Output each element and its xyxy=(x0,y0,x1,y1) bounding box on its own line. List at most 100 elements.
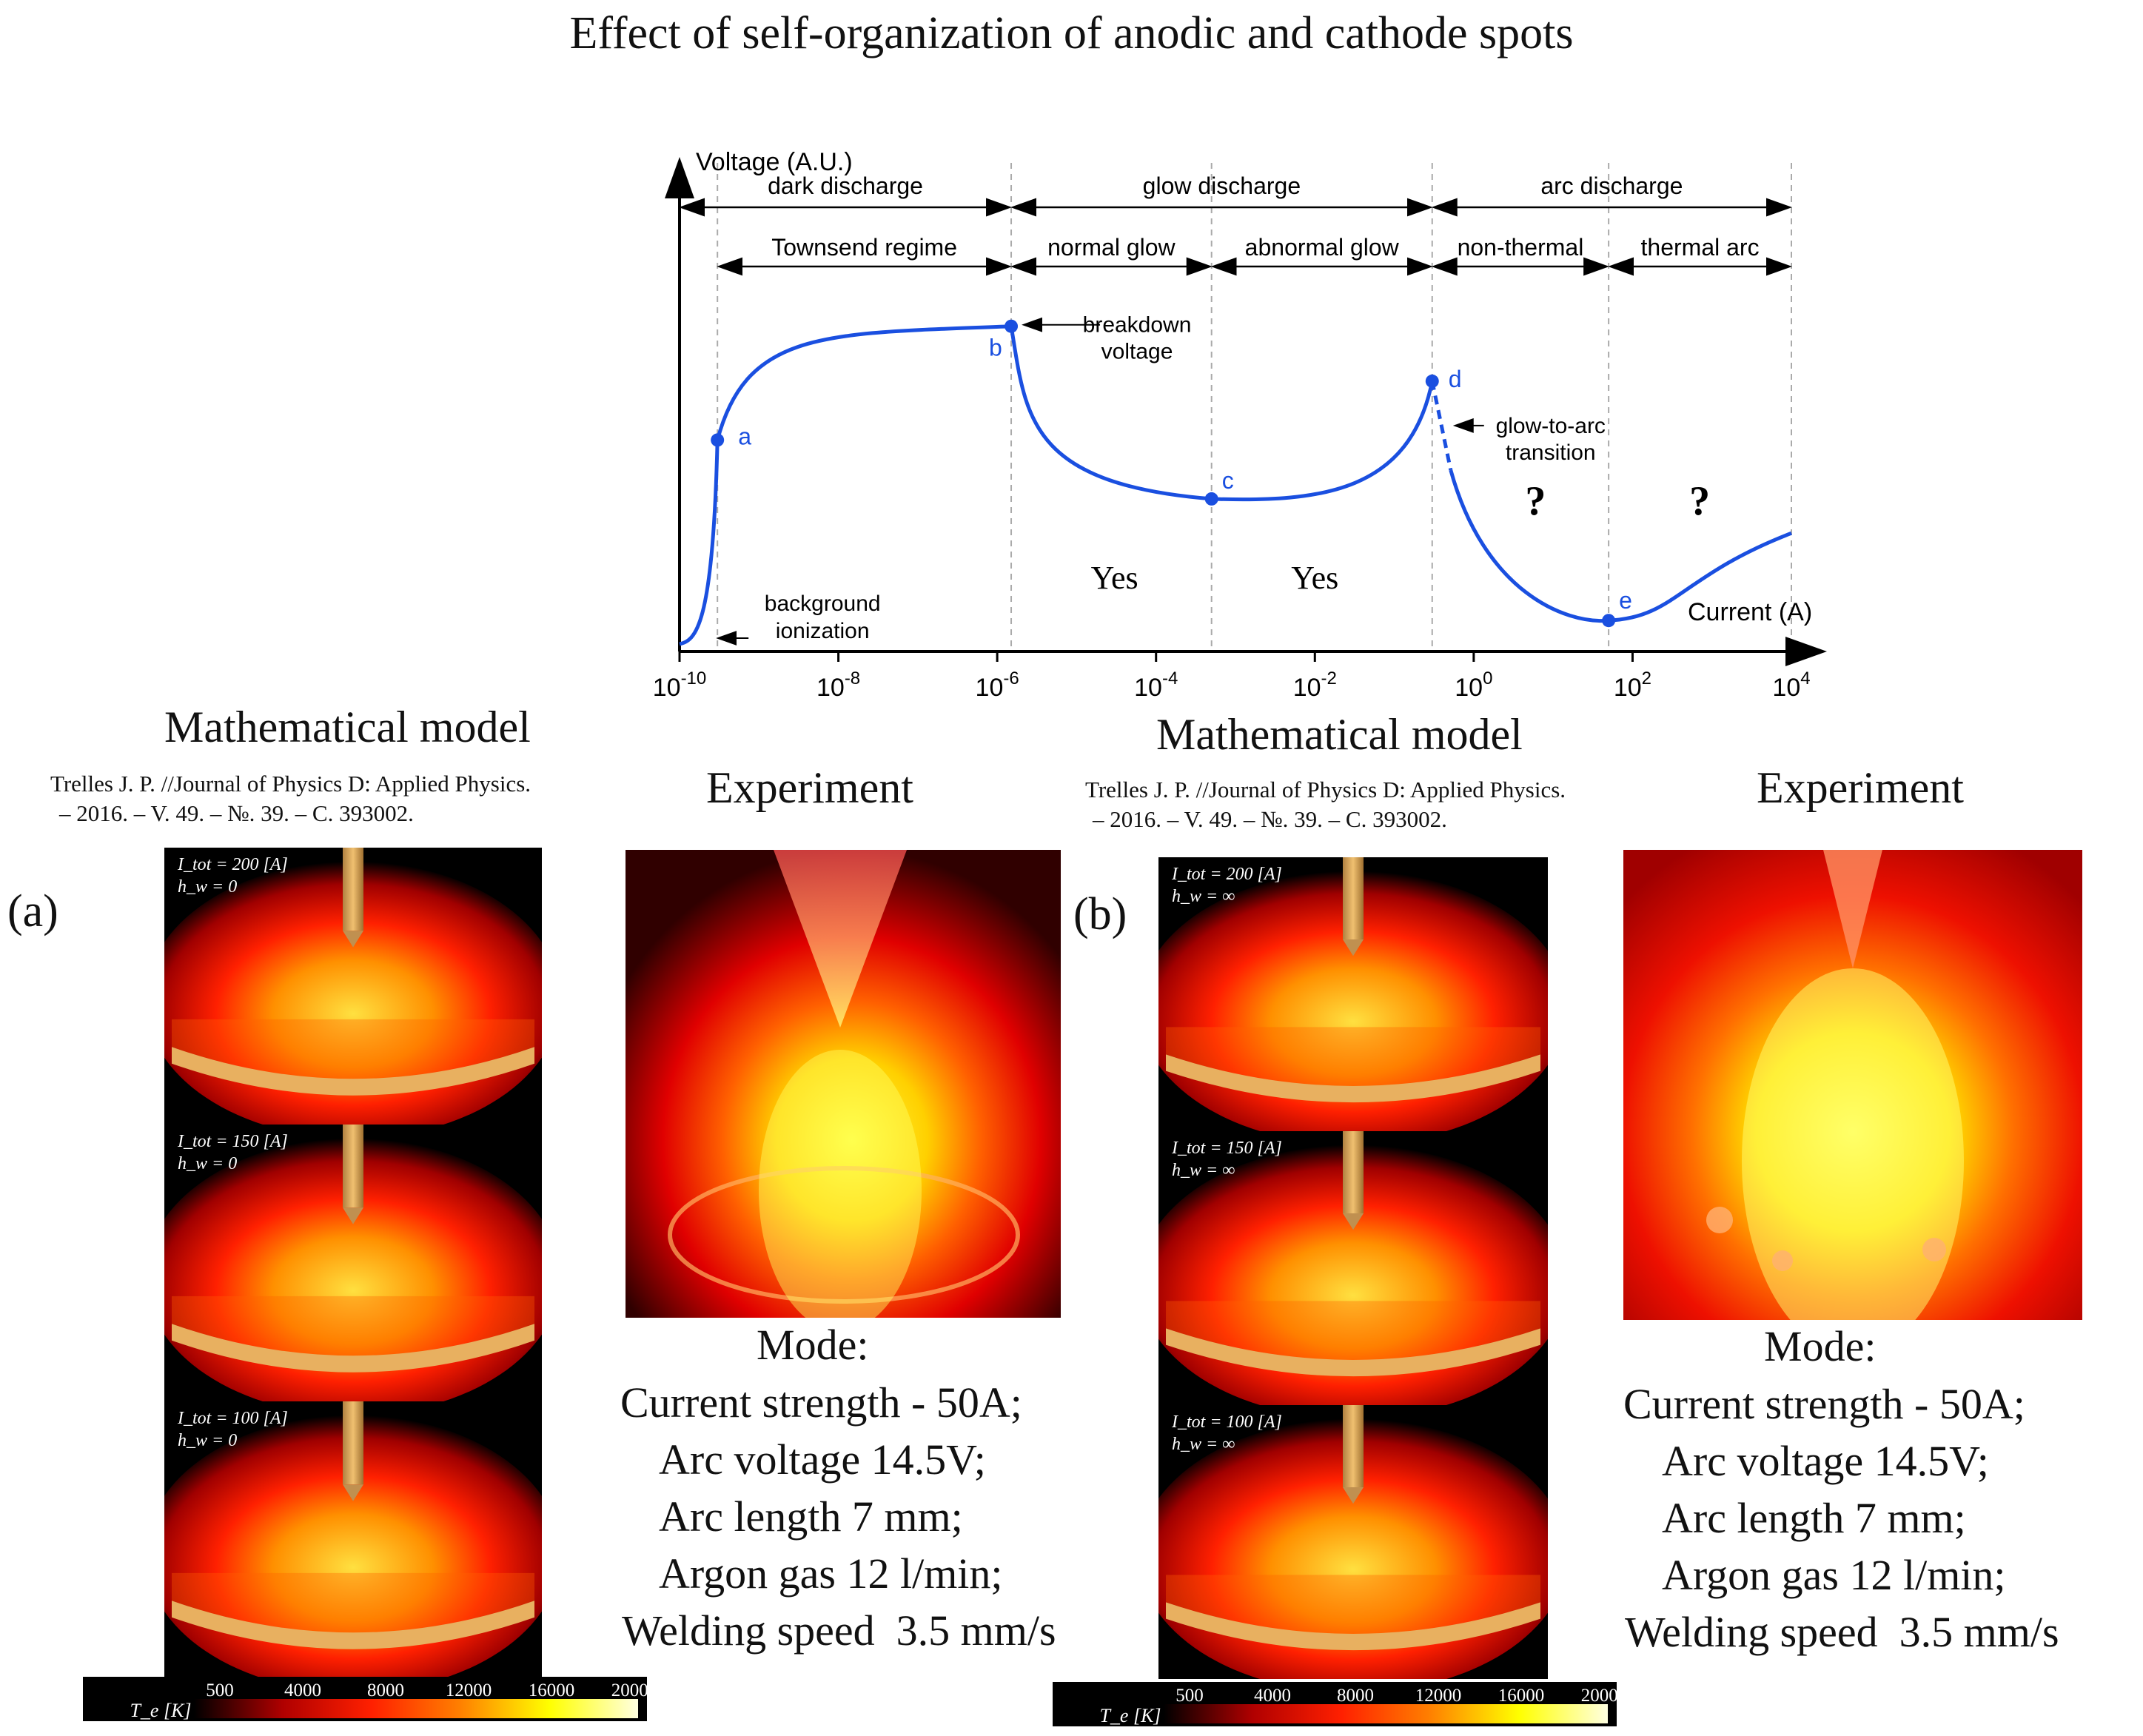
electrode xyxy=(343,848,363,931)
colorbar-tick-label: 20000 xyxy=(1581,1686,1617,1706)
region-label: arc discharge xyxy=(1540,172,1683,199)
subregion-label: non-thermal xyxy=(1458,234,1584,261)
colorbar-gradient xyxy=(194,1699,638,1718)
colorbar-tick-label: 16000 xyxy=(529,1680,575,1700)
point-label-c: c xyxy=(1222,467,1234,494)
left-mode-line4: Argon gas 12 l/min; xyxy=(659,1549,1003,1598)
point-label-b: b xyxy=(989,335,1002,361)
workpiece-top xyxy=(1166,1575,1540,1634)
colorbar-tick-label: 16000 xyxy=(1498,1686,1545,1706)
simulation-frame: I_tot = 150 [A] h_w = ∞ xyxy=(1158,1131,1548,1419)
colorbar-label: T_e [K] xyxy=(1099,1705,1161,1726)
sim-hw-label: h_w = ∞ xyxy=(1172,887,1235,906)
x-tick-label: 10-8 xyxy=(816,668,860,702)
x-axis-label: Current (A) xyxy=(1688,598,1812,626)
sim-current-label: I_tot = 100 [A] xyxy=(177,1409,288,1428)
plasma-glow xyxy=(164,1138,542,1415)
point-label-d: d xyxy=(1449,366,1462,392)
right-mode-heading: Mode: xyxy=(1764,1322,1877,1370)
colorbar-gradient xyxy=(1164,1704,1608,1723)
point-e xyxy=(1602,614,1616,628)
left-simulation-stack: I_tot = 200 [A] h_w = 0 I_tot = 150 [A] h_w… xyxy=(164,848,542,1678)
workpiece-disk xyxy=(1166,1328,1540,1377)
x-tick-label: 100 xyxy=(1455,668,1492,702)
right-mode-line3: Arc length 7 mm; xyxy=(1662,1494,1966,1542)
left-colorbar: T_e [K] 500 4000 8000 12000 16000 20000 xyxy=(83,1677,657,1721)
region-label: dark discharge xyxy=(768,172,923,199)
electrode-tip xyxy=(1343,1487,1364,1504)
point-label-a: a xyxy=(738,423,751,449)
electrode xyxy=(1343,1405,1364,1487)
left-model-title: Mathematical model xyxy=(164,703,531,751)
electrode xyxy=(1343,857,1364,939)
left-mode-heading: Mode: xyxy=(757,1321,869,1369)
question-mark: ? xyxy=(1689,478,1710,524)
workpiece-disk xyxy=(1166,1602,1540,1651)
left-mode-line5: Welding speed 3.5 mm/s xyxy=(622,1606,1056,1655)
colorbar-tick-label: 4000 xyxy=(1254,1686,1291,1706)
right-model-title: Mathematical model xyxy=(1156,710,1523,759)
sim-hw-label: h_w = 0 xyxy=(178,877,237,897)
electrode xyxy=(1343,1131,1364,1213)
simulation-frame: I_tot = 200 [A] h_w = ∞ xyxy=(1158,857,1548,1145)
page-title: Effect of self-organization of anodic an… xyxy=(569,8,1574,58)
workpiece-disk xyxy=(172,1047,534,1096)
plasma-glow xyxy=(1158,1145,1548,1419)
electrode xyxy=(343,1125,363,1208)
left-experiment-title: Experiment xyxy=(706,763,913,812)
simulation-frame: I_tot = 100 [A] h_w = ∞ xyxy=(1158,1405,1548,1679)
simulation-frame: I_tot = 200 [A] h_w = 0 xyxy=(164,848,542,1139)
left-reference-line2: – 2016. – V. 49. – №. 39. – C. 393002. xyxy=(59,800,414,826)
panel-label-a: (a) xyxy=(7,886,58,936)
plasma-glow xyxy=(1158,1418,1548,1679)
workpiece-top xyxy=(172,1296,534,1356)
left-mode-line2: Arc voltage 14.5V; xyxy=(659,1435,986,1484)
x-tick-label: 104 xyxy=(1772,668,1810,702)
colorbar-tick-label: 8000 xyxy=(367,1680,404,1700)
glow-to-arc-dashed-segment xyxy=(1430,381,1453,471)
right-reference-line1: Trelles J. P. //Journal of Physics D: Ap… xyxy=(1085,777,1566,802)
right-mode-line1: Current strength - 50A; xyxy=(1623,1380,2025,1428)
electrode-tip xyxy=(343,1207,363,1224)
workpiece-top xyxy=(172,1019,534,1079)
sim-current-label: I_tot = 150 [A] xyxy=(1171,1139,1282,1158)
left-mode-line3: Arc length 7 mm; xyxy=(659,1492,963,1541)
breakdown-label-line2: voltage xyxy=(1101,340,1173,364)
subregion-label: thermal arc xyxy=(1641,234,1760,261)
x-tick-label: 10-6 xyxy=(976,668,1019,702)
x-tick-label: 102 xyxy=(1614,668,1651,702)
colorbar-tick-label: 8000 xyxy=(1337,1686,1374,1706)
right-experiment-photo xyxy=(1623,850,2082,1320)
left-experiment-photo xyxy=(626,850,1061,1318)
sim-hw-label: h_w = ∞ xyxy=(1172,1161,1235,1180)
electrode-tip xyxy=(343,1484,363,1501)
left-reference-line1: Trelles J. P. //Journal of Physics D: Ap… xyxy=(50,771,531,797)
right-experiment-title: Experiment xyxy=(1757,763,1964,812)
colorbar-tick-label: 12000 xyxy=(1415,1686,1462,1706)
point-d xyxy=(1425,374,1439,388)
right-mode-line4: Argon gas 12 l/min; xyxy=(1662,1551,2006,1599)
yes-mark: Yes xyxy=(1091,560,1138,596)
point-c xyxy=(1204,492,1218,506)
sim-hw-label: h_w = 0 xyxy=(178,1431,237,1450)
simulation-frame: I_tot = 100 [A] h_w = 0 xyxy=(164,1401,542,1678)
sim-current-label: I_tot = 150 [A] xyxy=(177,1132,288,1151)
right-mode-line2: Arc voltage 14.5V; xyxy=(1662,1437,1989,1485)
x-tick-label: 10-2 xyxy=(1293,668,1337,702)
right-reference-line2: – 2016. – V. 49. – №. 39. – C. 393002. xyxy=(1093,806,1447,832)
colorbar-tick-label: 20000 xyxy=(611,1680,647,1700)
subregion-label: abnormal glow xyxy=(1245,234,1400,261)
sim-current-label: I_tot = 200 [A] xyxy=(177,855,288,874)
colorbar-tick-label: 4000 xyxy=(284,1680,321,1700)
workpiece-disk xyxy=(172,1324,534,1373)
electrode-tip xyxy=(343,931,363,948)
glow-to-arc-line2: transition xyxy=(1506,440,1596,465)
colorbar-tick-label: 500 xyxy=(206,1680,234,1700)
simulation-frame: I_tot = 150 [A] h_w = 0 xyxy=(164,1125,542,1415)
point-label-e: e xyxy=(1619,587,1632,614)
point-a xyxy=(711,433,725,447)
y-axis-label: Voltage (A.U.) xyxy=(696,148,853,176)
point-b xyxy=(1005,319,1019,333)
colorbar-label: T_e [K] xyxy=(130,1700,191,1721)
background-line1: background xyxy=(765,591,881,616)
